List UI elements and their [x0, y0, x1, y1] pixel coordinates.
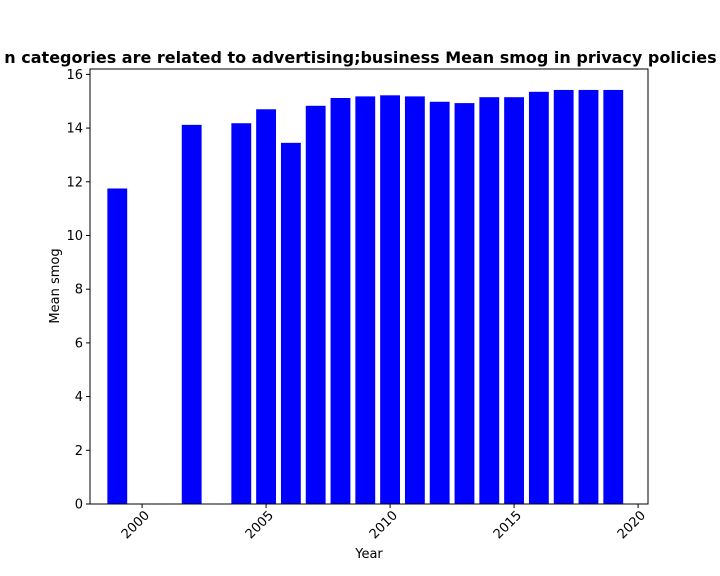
bar-2014	[479, 97, 500, 504]
chart-title: n categories are related to advertising;…	[4, 48, 720, 67]
x-axis-ticks: 2000 2005 2010 2015 2020	[119, 504, 649, 542]
y-tick-label: 10	[66, 229, 83, 244]
bar-2004	[231, 123, 252, 505]
y-tick-label: 16	[66, 68, 83, 83]
bar-2013	[454, 103, 475, 504]
plot-frame	[89, 68, 649, 505]
y-tick-label: 2	[75, 444, 83, 459]
y-tick-label: 12	[66, 175, 83, 190]
y-tick-label: 0	[75, 498, 83, 513]
bar-2009	[355, 96, 376, 504]
x-tick-label: 2010	[367, 508, 401, 542]
y-axis-label: Mean smog	[48, 248, 63, 323]
bar-2019	[603, 89, 624, 504]
bar-2008	[330, 98, 351, 504]
x-tick-label: 2015	[491, 508, 525, 542]
bar-2006	[280, 142, 301, 504]
bar-2017	[553, 89, 574, 504]
x-tick-label: 2005	[243, 508, 277, 542]
x-tick-label: 2000	[119, 508, 153, 542]
y-tick-label: 4	[75, 390, 83, 405]
bar-2012	[429, 101, 450, 504]
bar-2011	[404, 96, 425, 504]
x-tick-label: 2020	[615, 508, 649, 542]
bars-group	[107, 89, 624, 505]
bar-2002	[181, 124, 202, 504]
bar-2007	[305, 105, 326, 504]
bar-2016	[528, 91, 549, 504]
y-tick-label: 8	[75, 283, 83, 298]
y-tick-label: 6	[75, 336, 83, 351]
y-axis-ticks: 0 2 4 6 8 10 12 14 16	[66, 68, 90, 513]
bar-2010	[380, 95, 400, 504]
y-tick-label: 14	[66, 122, 83, 137]
x-axis-label: Year	[354, 547, 383, 562]
bar-2018	[578, 89, 599, 504]
bar-2015	[504, 97, 524, 504]
bar-1999	[107, 188, 128, 505]
bar-2005	[256, 109, 276, 504]
